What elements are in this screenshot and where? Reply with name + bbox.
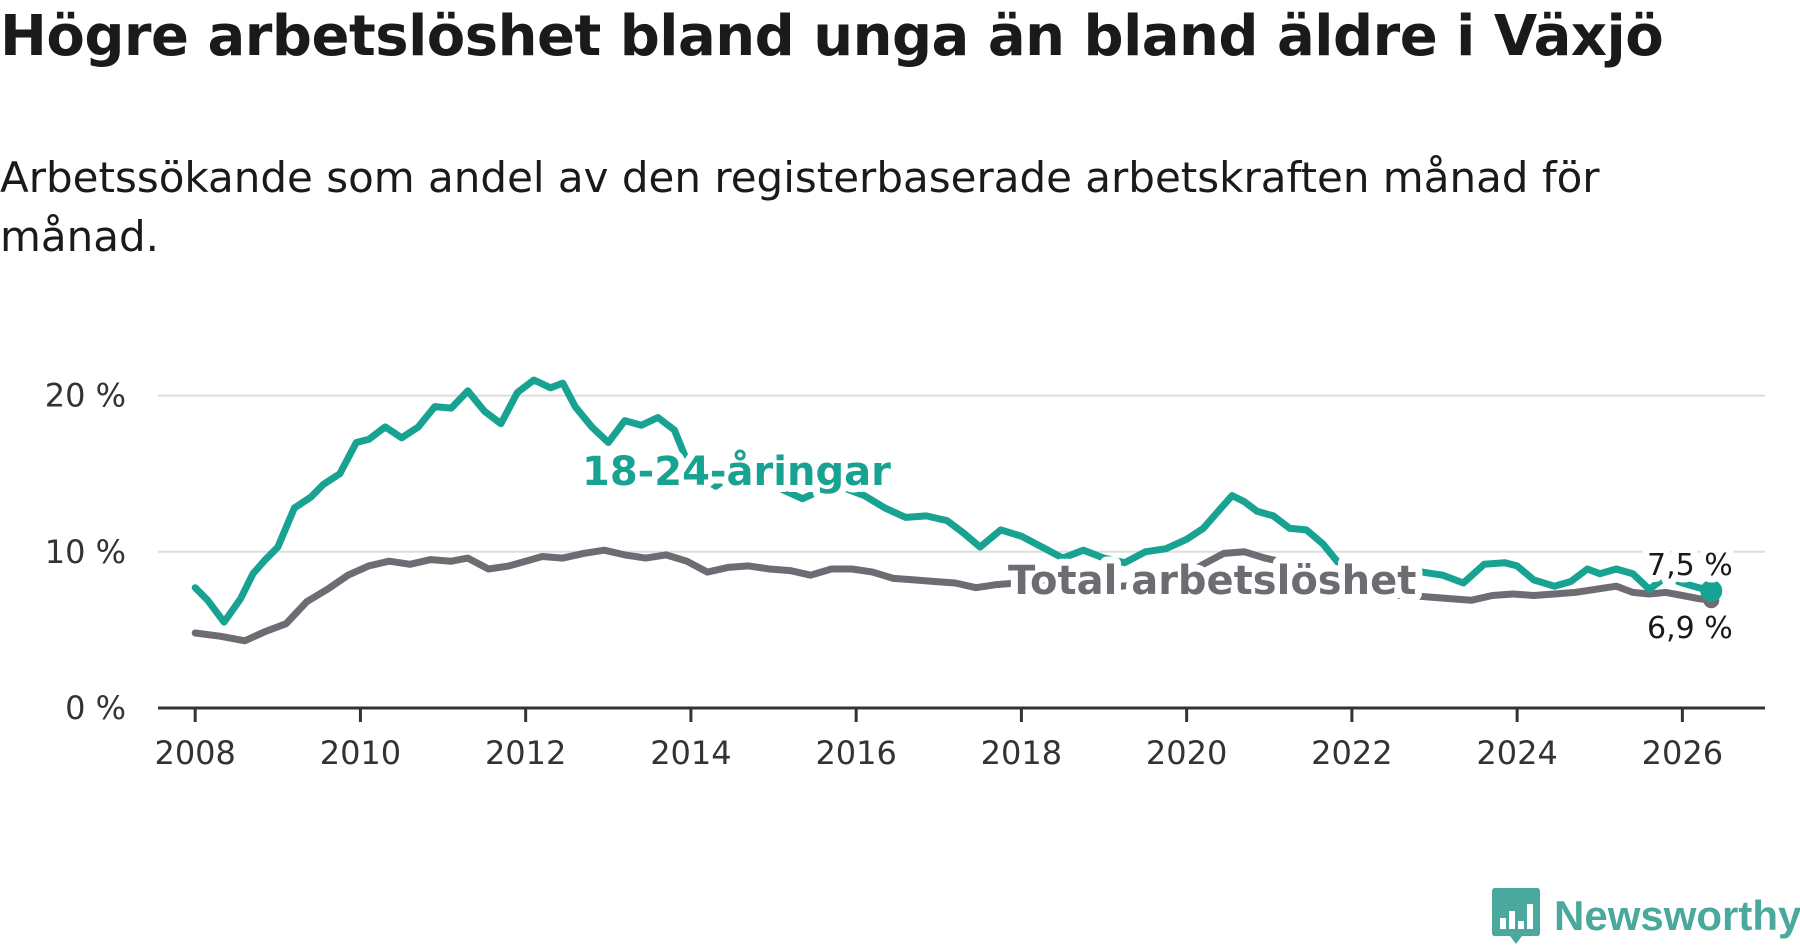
x-tick-label: 2024 bbox=[1476, 734, 1557, 772]
y-axis-ticks: 0 % 10 % 20 % bbox=[45, 377, 126, 727]
y-tick-label: 10 % bbox=[45, 533, 126, 571]
chart-subtitle: Arbetssökande som andel av den registerb… bbox=[0, 153, 1600, 261]
brand-name: Newsworthy bbox=[1554, 892, 1800, 939]
x-tick-label: 2016 bbox=[815, 734, 896, 772]
series-lines bbox=[191, 376, 1723, 645]
series-line-total bbox=[191, 546, 1715, 645]
bar-chart-bubble-icon bbox=[1492, 888, 1540, 944]
y-tick-label: 0 % bbox=[65, 689, 126, 727]
x-tick-label: 2010 bbox=[320, 734, 401, 772]
x-tick-label: 2014 bbox=[650, 734, 731, 772]
series-line-youth bbox=[191, 376, 1715, 626]
series-label-youth: 18-24-åringar bbox=[582, 448, 891, 495]
end-value-label-youth: 7,5 % bbox=[1647, 548, 1733, 583]
x-axis-ticks: 2008 2010 2012 2014 2016 2018 2020 2022 2024 2026 bbox=[154, 708, 1723, 772]
end-value-label-total: 6,9 % bbox=[1647, 611, 1733, 646]
x-tick-label: 2020 bbox=[1146, 734, 1227, 772]
grid-lines bbox=[158, 394, 1765, 710]
chart-title: Högre arbetslöshet bland unga än bland ä… bbox=[0, 4, 1664, 69]
x-tick-label: 2022 bbox=[1311, 734, 1392, 772]
x-tick-label: 2012 bbox=[485, 734, 566, 772]
x-tick-label: 2018 bbox=[981, 734, 1062, 772]
x-tick-label: 2026 bbox=[1642, 734, 1723, 772]
series-label-total: Total arbetslöshet bbox=[1008, 558, 1416, 604]
newsworthy-logo[interactable]: Newsworthy bbox=[1492, 888, 1800, 944]
series-labels: 18-24-åringar Total arbetslöshet 7,5 % 6,9 … bbox=[575, 441, 1740, 653]
y-tick-label: 20 % bbox=[45, 377, 126, 415]
x-tick-label: 2008 bbox=[154, 734, 235, 772]
series-end-marker-youth bbox=[1700, 579, 1723, 602]
